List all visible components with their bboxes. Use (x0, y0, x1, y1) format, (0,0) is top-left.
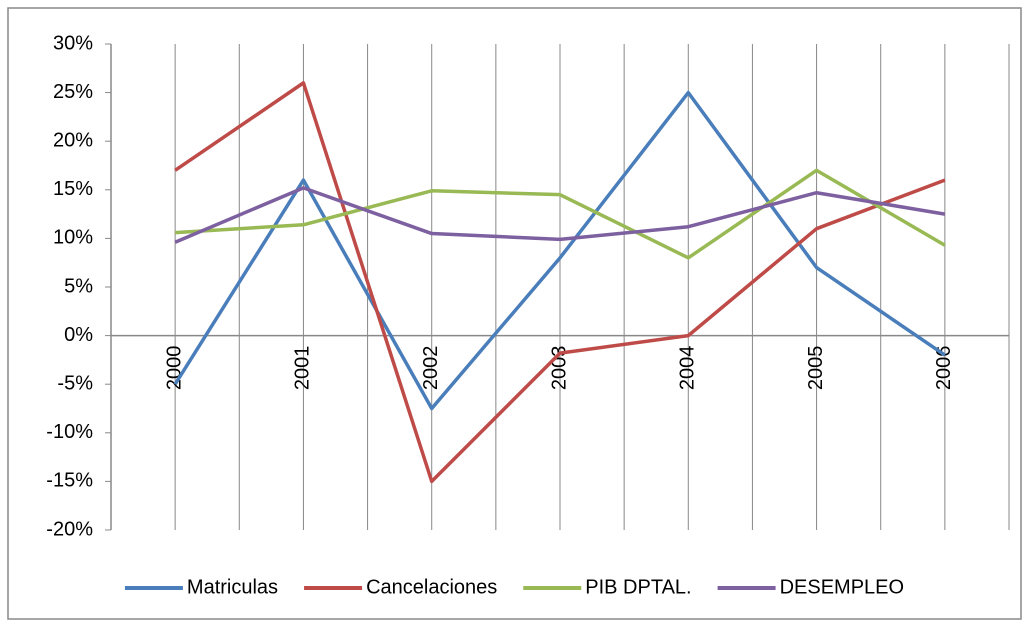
legend-label: Matriculas (187, 576, 278, 598)
x-tick-label: 2005 (805, 346, 827, 391)
x-tick-label: 2006 (933, 346, 955, 391)
series-line (173, 90, 946, 411)
y-tick-label: 0% (64, 324, 93, 346)
x-tick-label: 2004 (677, 346, 699, 391)
y-tick-label: 5% (64, 275, 93, 297)
y-tick-label: -20% (46, 518, 93, 540)
legend-label: Cancelaciones (366, 576, 497, 598)
y-tick-label: -10% (46, 421, 93, 443)
y-tick-label: 30% (53, 32, 93, 54)
series-line (174, 186, 946, 244)
y-tick-label: 20% (53, 129, 93, 151)
x-tick-label: 2003 (548, 346, 570, 391)
legend-label: DESEMPLEO (780, 576, 904, 598)
series-line (174, 81, 946, 484)
y-tick-label: 15% (53, 178, 93, 200)
y-tick-label: 10% (53, 227, 93, 249)
series-line (175, 168, 946, 260)
y-tick-label: -5% (57, 372, 93, 394)
y-tick-label: 25% (53, 81, 93, 103)
legend-label: PIB DPTAL. (585, 576, 691, 598)
y-tick-label: -15% (46, 470, 93, 492)
x-tick-label: 2002 (420, 346, 442, 391)
x-tick-label: 2001 (292, 346, 314, 391)
